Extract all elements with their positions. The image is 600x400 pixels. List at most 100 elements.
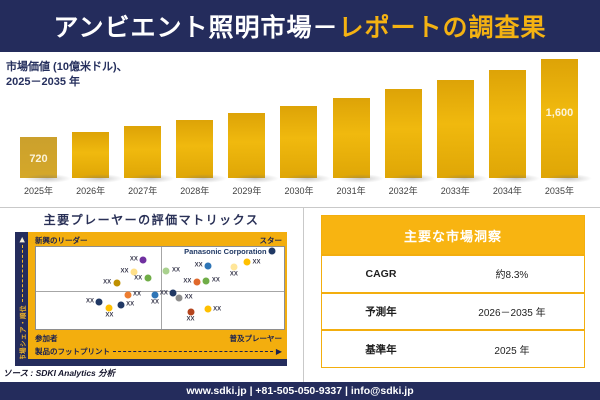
matrix-point-label: XX bbox=[129, 256, 138, 263]
y-axis-dash-line bbox=[21, 245, 22, 302]
x-tick-2034年: 2034年 bbox=[492, 186, 522, 196]
footer-bar: www.sdki.jp | +81-505-050-9337 | info@sd… bbox=[0, 382, 600, 400]
matrix-point-label: XX bbox=[183, 278, 192, 285]
x-tick-2033年: 2033年 bbox=[440, 186, 470, 196]
matrix-point-label: XX bbox=[151, 299, 160, 306]
matrix-point-label: XX bbox=[159, 290, 168, 297]
insights-table: 主要な市場洞察 CAGR 約8.3% 予測年 2026－2035 年 基準年 2… bbox=[321, 215, 585, 368]
matrix-point-3: XX bbox=[134, 274, 152, 282]
matrix-point-label: Panasonic Corporation bbox=[184, 246, 267, 256]
row-value: 2025 年 bbox=[494, 345, 530, 357]
matrix-point-2: XX bbox=[103, 279, 121, 287]
row-value: 2026－2035 年 bbox=[478, 308, 546, 319]
bar-2025年: 720 bbox=[20, 137, 71, 183]
matrix-point-10: XX bbox=[202, 277, 220, 285]
chart-axis-title: 市場価値 (10億米ドル)、 2025－2035 年 bbox=[6, 60, 128, 90]
matrix-point-label: XX bbox=[134, 275, 143, 282]
matrix-y-axis-rotated: 市場シェア・順位 ▶ bbox=[17, 237, 27, 361]
x-tick-2028年: 2028年 bbox=[180, 186, 210, 196]
matrix-point-17: XX bbox=[175, 294, 193, 302]
matrix-point-9: XX bbox=[183, 278, 201, 286]
source-note: ソース : SDKI Analytics 分析 bbox=[3, 368, 116, 378]
table-row-forecast-years: 予測年 2026－2035 年 bbox=[322, 291, 584, 330]
matrix-point-label: XX bbox=[211, 277, 220, 284]
bar-2032年 bbox=[384, 89, 436, 183]
matrix-point-1: XX bbox=[120, 268, 138, 276]
row-label: 予測年 bbox=[365, 306, 397, 318]
vertical-divider bbox=[303, 208, 304, 382]
matrix-point-label: XX bbox=[103, 279, 112, 286]
matrix-point-label: XX bbox=[186, 316, 195, 323]
x-tick-2029年: 2029年 bbox=[232, 186, 262, 196]
row-value: 約8.3% bbox=[495, 270, 529, 282]
matrix-point-label: XX bbox=[105, 312, 114, 319]
matrix-point-panasonic: Panasonic Corporation bbox=[184, 247, 276, 256]
bar-value-label: 1,600 bbox=[545, 106, 574, 119]
quadrant-horizontal-line bbox=[36, 291, 284, 293]
matrix-point-14: XX bbox=[105, 304, 113, 318]
matrix-point-15: XX bbox=[117, 301, 134, 309]
matrix-point-label: XX bbox=[213, 306, 222, 313]
matrix-panel: 市場シェア・順位 ▶ 新興のリーダー スター XX XX XX XX XX XX XX XX P… bbox=[15, 232, 287, 366]
bar-chart: 720 1,600 bbox=[20, 52, 592, 183]
bar-2030年 bbox=[280, 106, 332, 183]
matrix-x-axis: 製品のフットプリント ▶ bbox=[35, 346, 282, 357]
matrix-point-18: XX bbox=[186, 308, 195, 322]
matrix-point-label: XX bbox=[252, 259, 261, 266]
matrix-point-label: XX bbox=[85, 298, 94, 305]
matrix-point-label: XX bbox=[120, 268, 129, 275]
title-banner: アンビエント照明市場－ レポートの調査果 bbox=[0, 0, 600, 52]
horizontal-divider bbox=[0, 207, 600, 208]
bar-2028年 bbox=[176, 120, 228, 183]
x-axis-arrow-icon: ▶ bbox=[275, 346, 282, 356]
matrix-y-axis: 市場シェア・順位 ▶ bbox=[15, 232, 28, 366]
matrix-title: 主要プレーヤーの評価マトリックス bbox=[43, 213, 260, 227]
x-axis-dash-line bbox=[113, 351, 273, 352]
x-axis-labels: 2025年 2026年 2027年 2028年 2029年 2030年 2031年 2032年… bbox=[20, 184, 578, 197]
quadrant-labels-bottom: 参加者 普及プレーヤー bbox=[35, 333, 282, 344]
chart-axis-title-line2: 2025－2035 年 bbox=[6, 75, 80, 88]
bar-2035年: 1,600 bbox=[540, 59, 592, 183]
matrix-point-13: XX bbox=[86, 298, 103, 306]
x-tick-2035年: 2035年 bbox=[544, 186, 574, 196]
matrix-point-label: XX bbox=[133, 291, 142, 298]
quadrant-vertical-line bbox=[160, 247, 162, 329]
x-tick-2025年: 2025年 bbox=[23, 186, 54, 196]
matrix-point-4: XX bbox=[162, 267, 180, 275]
matrix-point-7: XX bbox=[243, 258, 261, 266]
x-tick-2032年: 2032年 bbox=[388, 186, 418, 196]
matrix-plot: XX XX XX XX XX XX XX XX Panasonic Corporation XX X… bbox=[35, 246, 285, 330]
bar-2033年 bbox=[436, 80, 488, 183]
matrix-point-11: XX bbox=[124, 291, 141, 299]
x-tick-2031年: 2031年 bbox=[336, 186, 366, 196]
matrix-point-5: XX bbox=[195, 262, 212, 270]
y-axis-arrow-icon: ▶ bbox=[18, 237, 25, 243]
bar-2027年 bbox=[124, 126, 176, 183]
matrix-point-label: XX bbox=[229, 271, 238, 278]
row-label: CAGR bbox=[365, 267, 397, 280]
matrix-point-label: XX bbox=[126, 301, 135, 308]
quadrant-label-pervasive-players: 普及プレーヤー bbox=[229, 334, 283, 343]
matrix-point-label: XX bbox=[194, 262, 203, 269]
matrix-point-6: XX bbox=[230, 263, 238, 277]
page-title-accent: レポートの調査果 bbox=[338, 14, 547, 42]
page-title-main: アンビエント照明市場－ bbox=[53, 14, 339, 42]
matrix-point-label: XX bbox=[171, 267, 180, 274]
x-tick-2027年: 2027年 bbox=[128, 186, 158, 196]
matrix-x-axis-label: 製品のフットプリント bbox=[35, 347, 110, 356]
footer-contact-text: www.sdki.jp | +81-505-050-9337 | info@sd… bbox=[186, 385, 414, 397]
quadrant-labels-top: 新興のリーダー スター bbox=[35, 235, 282, 246]
bar-2029年 bbox=[228, 113, 280, 183]
chart-axis-title-line1: 市場価値 (10億米ドル)、 bbox=[6, 61, 128, 73]
matrix-y-axis-label: 市場シェア・順位 bbox=[19, 305, 27, 361]
insights-header: 主要な市場洞察 bbox=[322, 216, 584, 254]
x-tick-2026年: 2026年 bbox=[76, 186, 106, 196]
matrix-point-12: XX bbox=[151, 291, 159, 305]
table-row-base-year: 基準年 2025 年 bbox=[322, 329, 584, 367]
quadrant-label-participants: 参加者 bbox=[35, 334, 58, 343]
matrix-point-19: XX bbox=[204, 305, 221, 313]
quadrant-label-stars: スター bbox=[259, 236, 283, 245]
bar-2034年 bbox=[488, 70, 540, 183]
matrix-bottom-strip bbox=[15, 359, 287, 366]
